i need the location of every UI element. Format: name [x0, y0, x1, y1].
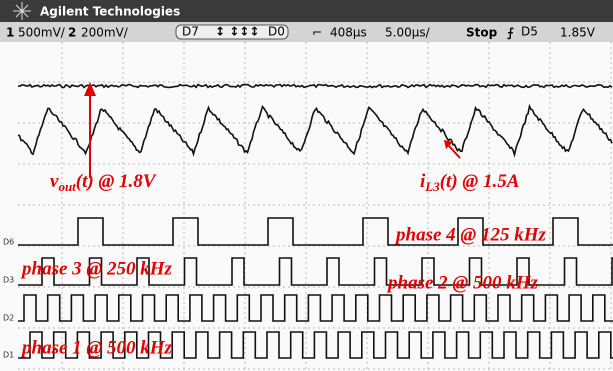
ch1-number: 1 — [6, 26, 14, 40]
ch2-scale: 200mV/ — [81, 26, 129, 40]
channel-label: D6 — [3, 238, 14, 247]
phase3-annotation: phase 3 @ 250 kHz — [20, 258, 172, 279]
channel-label: D3 — [3, 276, 14, 285]
digital-activity: ↕ ↕↕↕ — [215, 25, 259, 39]
phase1-annotation: phase 1 @ 500 kHz — [20, 337, 172, 358]
phase2-annotation: phase 2 @ 500 kHz — [386, 272, 538, 293]
ch1-scale: 500mV/ — [18, 26, 66, 40]
channel-label: D2 — [3, 314, 14, 323]
trigger-level: 1.85V — [560, 26, 596, 40]
run-state: Stop — [466, 26, 498, 40]
timebase: 5.00μs/ — [385, 26, 431, 40]
delay-icon: ⌐ — [312, 26, 322, 40]
channel-label: D1 — [3, 351, 14, 360]
delay: 408μs — [330, 26, 367, 40]
phase4-annotation: phase 4 @ 125 kHz — [394, 224, 546, 245]
brand: Agilent Technologies — [40, 5, 180, 19]
digital-hi: D7 — [182, 25, 199, 39]
digital-lo: D0 — [268, 25, 285, 39]
ch2-number: 2 — [68, 26, 76, 40]
trigger-icon: ⨍ — [507, 26, 514, 40]
trigger-source: D5 — [521, 25, 538, 39]
scope-screenshot: Agilent Technologies 1 500mV/ 2 200mV/ D… — [0, 0, 613, 371]
